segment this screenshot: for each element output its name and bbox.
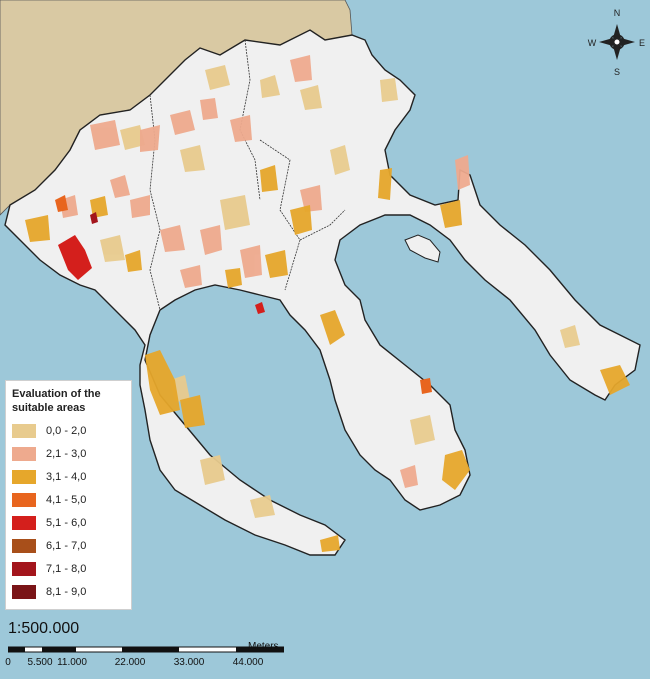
legend-item: 3,1 - 4,0 xyxy=(6,465,131,488)
legend-label: 7,1 - 8,0 xyxy=(46,562,87,575)
scale-tick: 0 xyxy=(5,657,11,668)
legend-label: 4,1 - 5,0 xyxy=(46,493,87,506)
scale-tick: 11.000 xyxy=(57,657,87,668)
scale-tick: 44.000 xyxy=(232,657,264,668)
scale-bar: Meters 0 5.500 11.000 22.000 33.000 44.0… xyxy=(5,641,284,673)
legend-item: 2,1 - 3,0 xyxy=(6,442,131,465)
legend-swatch xyxy=(12,584,36,599)
legend-item: 6,1 - 7,0 xyxy=(6,534,131,557)
legend-swatch xyxy=(12,515,36,530)
compass-n: N xyxy=(614,8,621,18)
compass-e: E xyxy=(639,38,645,48)
legend-item: 7,1 - 8,0 xyxy=(6,557,131,580)
suitability-patches xyxy=(25,55,630,552)
scale-tick: 22.000 xyxy=(114,657,146,668)
legend-title: Evaluation of the suitable areas xyxy=(12,388,101,414)
scale-ratio: 1:500.000 xyxy=(8,620,80,637)
legend-label: 6,1 - 7,0 xyxy=(46,539,87,552)
compass-w: W xyxy=(588,38,597,48)
legend-swatch xyxy=(12,492,36,507)
scale-unit: Meters xyxy=(248,641,279,652)
legend-swatch xyxy=(12,423,36,438)
legend-item: 4,1 - 5,0 xyxy=(6,488,131,511)
study-area-land xyxy=(4,29,641,556)
legend: Evaluation of the suitable areas 0,0 - 2… xyxy=(5,380,132,610)
legend-label: 5,1 - 6,0 xyxy=(46,516,87,529)
legend-swatch xyxy=(12,561,36,576)
legend-label: 0,0 - 2,0 xyxy=(46,424,87,437)
compass-s: S xyxy=(614,67,620,77)
legend-label: 8,1 - 9,0 xyxy=(46,585,87,598)
legend-item: 8,1 - 9,0 xyxy=(6,580,131,603)
legend-swatch xyxy=(12,446,36,461)
legend-label: 2,1 - 3,0 xyxy=(46,447,87,460)
legend-item: 0,0 - 2,0 xyxy=(6,419,131,442)
legend-swatch xyxy=(12,538,36,553)
legend-item: 5,1 - 6,0 xyxy=(6,511,131,534)
legend-swatch xyxy=(12,469,36,484)
legend-label: 3,1 - 4,0 xyxy=(46,470,87,483)
scale-tick: 33.000 xyxy=(173,657,205,668)
island xyxy=(404,234,441,263)
compass-icon xyxy=(599,24,635,60)
scale-tick: 5.500 xyxy=(27,657,53,668)
